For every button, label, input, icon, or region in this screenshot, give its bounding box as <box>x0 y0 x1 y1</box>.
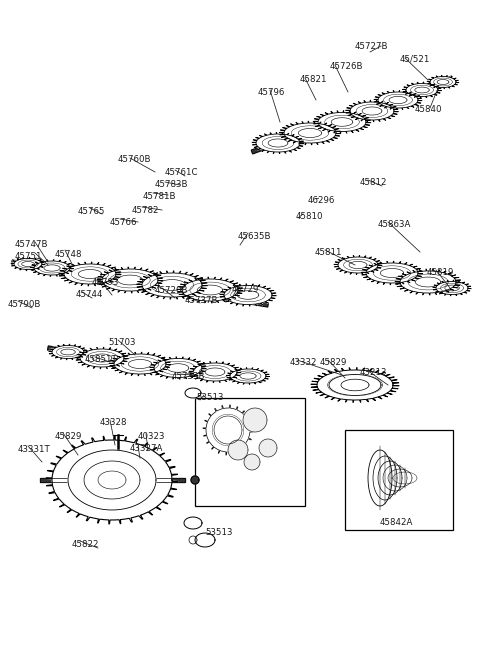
Text: 45783B: 45783B <box>155 180 189 189</box>
Text: 53513: 53513 <box>196 393 224 402</box>
Polygon shape <box>395 269 461 295</box>
Text: 45840: 45840 <box>415 105 443 114</box>
Text: 45781B: 45781B <box>143 192 177 201</box>
Polygon shape <box>378 461 402 495</box>
Text: 45793: 45793 <box>92 278 120 287</box>
Polygon shape <box>11 258 45 271</box>
Bar <box>345 430 453 530</box>
Text: 45733B: 45733B <box>172 372 205 381</box>
Polygon shape <box>98 471 126 489</box>
Polygon shape <box>341 379 369 391</box>
Polygon shape <box>97 267 163 293</box>
Polygon shape <box>279 121 341 145</box>
Polygon shape <box>137 271 207 299</box>
Polygon shape <box>12 260 268 307</box>
Text: 45747B: 45747B <box>15 240 48 249</box>
Polygon shape <box>220 284 276 306</box>
Text: 45737B: 45737B <box>185 296 218 305</box>
Polygon shape <box>30 260 73 277</box>
Polygon shape <box>185 388 201 398</box>
Polygon shape <box>252 76 453 154</box>
Polygon shape <box>59 262 121 286</box>
Text: 45782: 45782 <box>132 206 159 215</box>
Text: 45/521: 45/521 <box>400 55 431 64</box>
Polygon shape <box>228 440 248 460</box>
Polygon shape <box>84 461 140 499</box>
Polygon shape <box>427 76 459 89</box>
Polygon shape <box>368 450 392 506</box>
Polygon shape <box>40 478 185 482</box>
Polygon shape <box>341 258 458 294</box>
Polygon shape <box>195 533 215 547</box>
Text: 45851T: 45851T <box>85 355 118 364</box>
Polygon shape <box>329 374 381 396</box>
Polygon shape <box>203 405 253 455</box>
Polygon shape <box>76 347 128 369</box>
Text: 45751: 45751 <box>15 252 43 261</box>
Polygon shape <box>433 281 471 296</box>
Polygon shape <box>46 436 178 524</box>
Text: 45812: 45812 <box>360 178 387 187</box>
Text: 45811: 45811 <box>315 248 343 257</box>
Polygon shape <box>313 110 371 133</box>
Polygon shape <box>373 456 397 500</box>
Polygon shape <box>311 368 399 402</box>
Text: 45829: 45829 <box>320 358 348 367</box>
Polygon shape <box>48 346 262 382</box>
Text: 43327A: 43327A <box>130 444 163 453</box>
Text: 45819: 45819 <box>427 268 455 277</box>
Polygon shape <box>214 416 242 444</box>
Polygon shape <box>189 361 241 382</box>
Text: 53513: 53513 <box>205 528 232 537</box>
Polygon shape <box>68 450 156 510</box>
Text: 45863A: 45863A <box>378 220 411 229</box>
Polygon shape <box>244 454 260 470</box>
Text: 45761C: 45761C <box>165 168 199 177</box>
Polygon shape <box>361 261 423 284</box>
Text: 45635B: 45635B <box>238 232 272 241</box>
Polygon shape <box>383 465 407 491</box>
Polygon shape <box>184 517 202 529</box>
Text: 45726B: 45726B <box>330 62 363 71</box>
Text: 43331T: 43331T <box>18 445 51 454</box>
Polygon shape <box>150 357 206 379</box>
Text: 40323: 40323 <box>138 432 166 441</box>
Text: 45760B: 45760B <box>118 155 152 164</box>
Text: 46296: 46296 <box>308 196 336 205</box>
Text: 51703: 51703 <box>108 338 135 347</box>
Polygon shape <box>259 439 277 457</box>
Text: 45810: 45810 <box>296 212 324 221</box>
Text: 45727B: 45727B <box>355 42 388 51</box>
Polygon shape <box>388 469 412 487</box>
Polygon shape <box>49 344 87 360</box>
Polygon shape <box>177 277 243 303</box>
Text: 43332: 43332 <box>290 358 317 367</box>
Text: 43213: 43213 <box>360 368 387 377</box>
Text: 45790B: 45790B <box>8 300 41 309</box>
Text: 45842A: 45842A <box>380 518 413 527</box>
Text: 45766: 45766 <box>110 218 137 227</box>
Polygon shape <box>393 472 417 484</box>
Polygon shape <box>227 368 270 384</box>
Polygon shape <box>109 352 171 376</box>
Text: 45765: 45765 <box>78 207 106 216</box>
Polygon shape <box>374 91 422 110</box>
Polygon shape <box>191 476 199 484</box>
Text: 45796: 45796 <box>258 88 286 97</box>
Text: 45729: 45729 <box>232 285 259 294</box>
Text: 45720B: 45720B <box>155 286 189 295</box>
Polygon shape <box>189 536 197 544</box>
Text: 45821: 45821 <box>300 75 327 84</box>
Text: 43328: 43328 <box>100 418 128 427</box>
Polygon shape <box>243 408 267 432</box>
Polygon shape <box>334 256 382 275</box>
Text: 45748: 45748 <box>55 250 83 259</box>
Text: 45829: 45829 <box>55 432 83 441</box>
Polygon shape <box>346 101 398 122</box>
Text: 45822: 45822 <box>72 540 99 549</box>
Bar <box>195 398 305 506</box>
Polygon shape <box>252 133 304 154</box>
Polygon shape <box>403 82 442 98</box>
Text: 45744: 45744 <box>76 290 104 299</box>
